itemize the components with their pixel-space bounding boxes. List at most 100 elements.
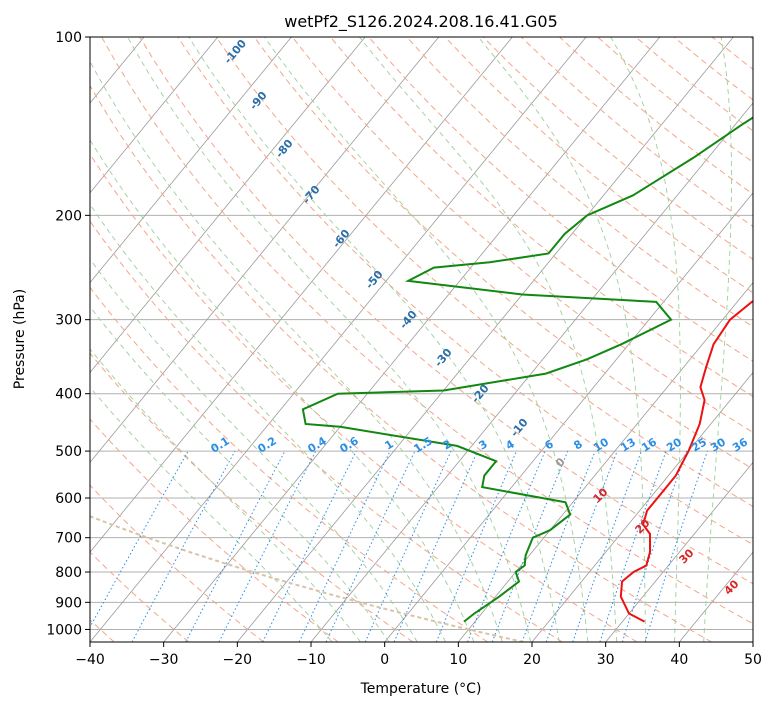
y-tick-label: 100 [55, 30, 82, 46]
dry-adiabat-line [444, 37, 753, 294]
mixing-ratio-label: 25 [689, 435, 709, 454]
mixing-ratio-line [644, 450, 708, 642]
mixing-ratio-label: 13 [618, 435, 638, 454]
mixing-ratio-line [131, 450, 236, 642]
y-tick-label: 500 [55, 444, 82, 460]
y-tick-label: 600 [55, 491, 82, 507]
isotherm-line [90, 37, 440, 463]
moist-adiabat-line [90, 60, 503, 642]
isotherm-line [163, 37, 661, 642]
dry-adiabat-label: -10 [508, 416, 531, 440]
moist-adiabat-line [188, 37, 560, 642]
mixing-ratio-label: 8 [571, 437, 584, 452]
lcl-reference-curve [90, 515, 524, 642]
dry-adiabat-label: -50 [363, 268, 386, 292]
mixing-ratio-label: 30 [708, 435, 728, 454]
moist-adiabat-line [90, 386, 333, 642]
mixing-ratio-label: 16 [639, 435, 659, 454]
x-tick-label: −40 [75, 652, 105, 668]
x-tick-label: 30 [597, 652, 615, 668]
x-tick-label: −20 [223, 652, 253, 668]
dry-adiabat-line [90, 352, 414, 642]
isotherm-line [678, 551, 753, 642]
dry-adiabat-line [215, 37, 753, 507]
isotherm-line [310, 102, 753, 642]
dry-adiabat-line [90, 153, 638, 642]
mixing-ratio-line [393, 450, 479, 642]
mixing-ratio-line [572, 450, 642, 642]
dry-adiabat-line [90, 84, 712, 642]
moist-adiabat-line [90, 306, 390, 642]
dry-adiabat-line [559, 37, 753, 195]
dry-adiabat-label: -70 [300, 183, 323, 207]
isotherm-line [236, 37, 734, 642]
mixing-ratio-label: 0.2 [255, 434, 278, 455]
mixing-ratio-line [218, 450, 317, 642]
dry-adiabat-label: -90 [247, 89, 270, 113]
mixing-ratio-label: 20 [664, 435, 684, 454]
dry-adiabat-line [292, 37, 753, 433]
temperature-profile-line [619, 300, 753, 623]
chart-title: wetPf2_S126.2024.208.16.41.G05 [284, 12, 558, 32]
isotherm-line [0, 37, 70, 642]
mixing-ratio-label: 10 [591, 435, 611, 454]
x-tick-label: −30 [149, 652, 179, 668]
isotherm-line [90, 37, 513, 553]
x-axis-label: Temperature (°C) [360, 681, 482, 697]
mixing-ratio-line [545, 450, 618, 642]
mixing-ratio-line [491, 450, 569, 642]
mixing-ratio-label: 1 [382, 437, 395, 452]
x-tick-label: −10 [296, 652, 326, 668]
isotherm-line [752, 641, 753, 642]
mixing-ratio-label: 1.5 [411, 434, 434, 455]
mixing-ratio-label: 4 [503, 437, 517, 452]
mixing-ratio-line [90, 450, 189, 629]
dry-adiabat-line [711, 37, 753, 70]
plot-frame [89, 36, 754, 643]
y-tick-label: 900 [55, 595, 82, 611]
moist-adiabat-line [359, 37, 618, 642]
moist-adiabat-line [90, 348, 361, 642]
isotherm-line [457, 281, 753, 642]
mixing-ratio-label: 0.1 [208, 434, 231, 455]
dry-adiabat-line [749, 37, 753, 40]
dry-adiabat-line [90, 484, 264, 642]
moist-adiabat-line [610, 37, 681, 642]
y-tick-label: 200 [55, 208, 82, 224]
x-tick-label: 10 [449, 652, 467, 668]
x-tick-label: 20 [523, 652, 541, 668]
dry-adiabat-label: -30 [432, 346, 455, 370]
dry-adiabat-line [90, 220, 563, 642]
moist-adiabat-line [90, 139, 475, 642]
mixing-ratio-line [435, 450, 517, 642]
y-tick-label: 400 [55, 387, 82, 403]
mixing-ratio-line [262, 450, 357, 642]
moist-adiabat-line [90, 203, 447, 642]
moist-adiabat-line [703, 37, 732, 642]
dry-adiabat-line [253, 37, 753, 470]
moist-adiabat-line [90, 258, 418, 642]
moist-adiabat-label: 10 [591, 485, 611, 505]
y-tick-label: 700 [55, 531, 82, 547]
dry-adiabat-line [90, 286, 488, 642]
dry-adiabat-line [90, 418, 339, 642]
isotherm-line [90, 37, 219, 194]
moist-adiabat-line [264, 37, 589, 642]
mixing-ratio-label: 3 [476, 437, 489, 452]
mixing-ratio-line [467, 450, 546, 642]
mixing-ratio-line [621, 450, 688, 642]
dry-adiabat-line [635, 37, 753, 132]
dry-adiabat-line [330, 37, 753, 398]
y-tick-label: 1000 [46, 622, 82, 638]
dry-adiabat-line [90, 551, 190, 642]
mixing-ratio-label: 0.6 [337, 434, 361, 456]
mixing-ratio-line [521, 450, 596, 642]
isotherm-line [90, 37, 292, 284]
isotherm-line [605, 461, 753, 642]
x-tick-label: 40 [670, 652, 688, 668]
mixing-ratio-label: 36 [730, 435, 750, 454]
moist-adiabat-label: 40 [722, 577, 742, 597]
x-tick-label: 0 [380, 652, 389, 668]
dry-adiabat-label: -40 [397, 308, 420, 332]
